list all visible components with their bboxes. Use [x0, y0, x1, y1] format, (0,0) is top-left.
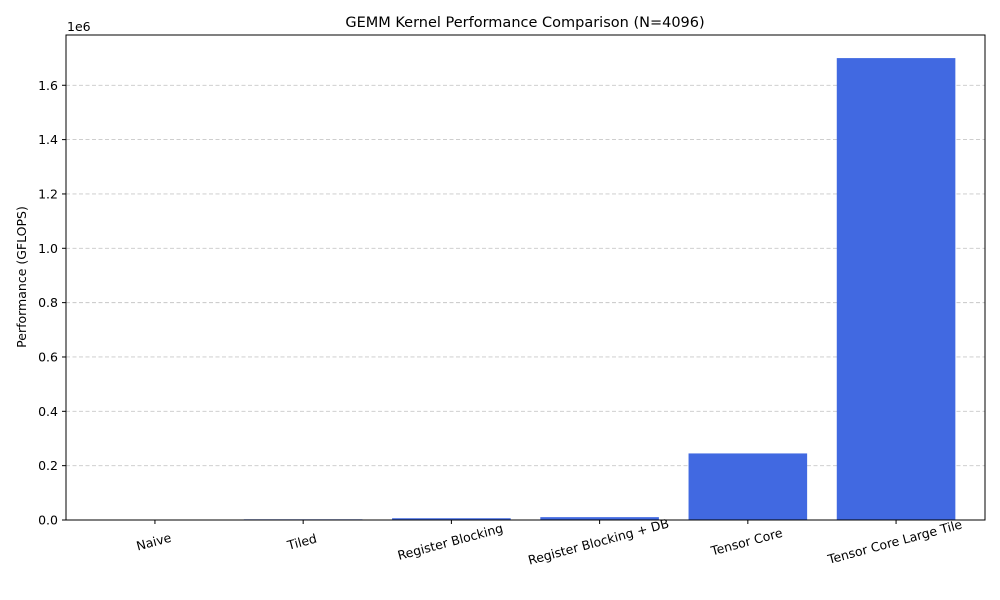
x-tick-label: Register Blocking + DB: [526, 516, 670, 568]
ticks: 0.0 0.2 0.4 0.6 0.8 1.0 1.2 1.4 1.6 Naive Tiled Reg…: [38, 78, 964, 568]
y-tick-label: 0.4: [38, 404, 58, 419]
y-tick-label: 1.6: [38, 78, 58, 93]
bar: [836, 58, 956, 520]
plot-frame: [65, 34, 986, 521]
bar: [392, 518, 511, 520]
x-tick-label: Register Blocking: [396, 520, 505, 563]
y-tick-label: 0.6: [38, 349, 58, 364]
bar: [540, 517, 659, 520]
y-tick-label: 1.4: [38, 132, 58, 147]
x-tick-label: Tensor Core Large Tile: [825, 516, 964, 567]
y-tick-label: 0.0: [38, 513, 58, 528]
y-tick-label: 0.2: [38, 458, 58, 473]
x-tick-label: Tiled: [285, 531, 319, 553]
y-axis-offset-label: 1e6: [67, 19, 91, 34]
y-axis-label: Performance (GFLOPS): [14, 206, 29, 348]
x-tick-label: Tensor Core: [708, 525, 784, 559]
x-tick-label: Naive: [135, 530, 174, 554]
y-tick-label: 1.2: [38, 186, 58, 201]
chart-title: GEMM Kernel Performance Comparison (N=40…: [345, 15, 704, 31]
bars: [95, 58, 956, 521]
y-tick-label: 0.8: [38, 295, 58, 310]
y-tick-label: 1.0: [38, 241, 58, 256]
bar: [688, 453, 808, 520]
